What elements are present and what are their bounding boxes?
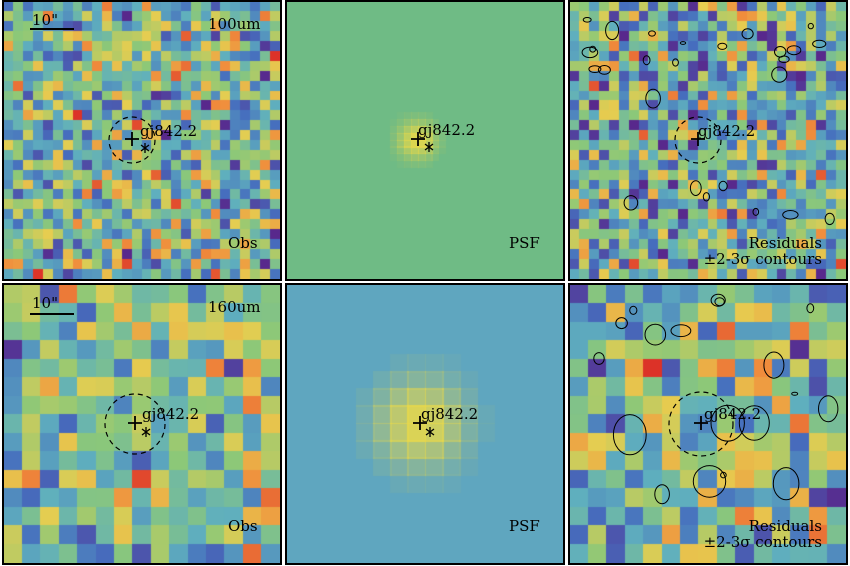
overlay-160um-obs bbox=[30, 313, 166, 455]
contour-line bbox=[692, 465, 727, 498]
contour-line bbox=[588, 65, 602, 73]
contour-line bbox=[812, 39, 827, 49]
contour-line bbox=[615, 317, 628, 330]
contour-line bbox=[782, 210, 799, 220]
contour-line bbox=[774, 46, 787, 58]
contour-line bbox=[623, 195, 639, 211]
panel-label-psf: PSF bbox=[509, 517, 540, 535]
contour-line bbox=[597, 65, 611, 75]
contour-line bbox=[612, 414, 647, 456]
contour-line bbox=[642, 55, 651, 66]
aperture-circle bbox=[668, 391, 734, 457]
contour-line bbox=[786, 45, 802, 56]
panel-160um-psf: gj842.2 PSF bbox=[285, 283, 565, 565]
source-cross-icon bbox=[413, 416, 427, 430]
contour-line bbox=[582, 16, 592, 23]
contour-line bbox=[679, 41, 687, 45]
source-name: gj842.2 bbox=[698, 122, 756, 140]
contour-line bbox=[741, 28, 754, 40]
source-cross-icon bbox=[125, 132, 139, 146]
aperture-circle bbox=[674, 116, 722, 164]
overlay-100um-residuals bbox=[581, 16, 835, 226]
source-cross-icon bbox=[694, 416, 708, 430]
source-cross-icon bbox=[411, 132, 425, 146]
panel-label-residuals: Residuals bbox=[748, 234, 822, 252]
map-160um-obs bbox=[4, 285, 280, 563]
band-label: 100um bbox=[208, 15, 261, 33]
panel-label-residuals: Residuals bbox=[748, 517, 822, 535]
panel-100um-residuals: gj842.2 Residuals ±2-3σ contours bbox=[568, 0, 848, 281]
star-marker-icon bbox=[140, 143, 150, 153]
contour-line bbox=[672, 58, 679, 67]
star-marker-icon bbox=[424, 142, 434, 152]
contour-line bbox=[581, 46, 599, 59]
contour-line bbox=[648, 30, 656, 37]
contour-line bbox=[670, 324, 692, 338]
overlay-160um-psf bbox=[413, 416, 435, 437]
panel-label-obs: Obs bbox=[228, 234, 258, 252]
overlay-160um-residuals bbox=[593, 293, 839, 505]
map-160um-psf bbox=[287, 285, 563, 563]
contour-line bbox=[818, 395, 839, 423]
contour-line bbox=[806, 303, 815, 314]
contour-line bbox=[718, 180, 728, 192]
contour-line bbox=[717, 42, 728, 50]
source-name: gj842.2 bbox=[140, 122, 198, 140]
contour-line bbox=[807, 22, 814, 30]
contour-line bbox=[824, 212, 835, 226]
contour-line bbox=[752, 207, 760, 216]
contour-line bbox=[702, 192, 710, 202]
contour-line bbox=[714, 297, 725, 307]
panel-label-obs: Obs bbox=[228, 517, 258, 535]
contour-line bbox=[593, 352, 605, 365]
contour-line bbox=[791, 391, 799, 396]
map-100um-psf bbox=[287, 2, 563, 279]
contour-line bbox=[710, 293, 726, 307]
source-name: gj842.2 bbox=[418, 121, 476, 139]
scale-bar-label: 10" bbox=[32, 11, 58, 29]
contour-line bbox=[654, 484, 670, 505]
map-100um-obs bbox=[4, 2, 280, 279]
panel-label-psf: PSF bbox=[509, 234, 540, 252]
aperture-circle bbox=[108, 116, 156, 164]
aperture-circle bbox=[104, 393, 166, 455]
panel-160um-residuals: gj842.2 Residuals ±2-3σ contours bbox=[568, 283, 848, 565]
contour-line bbox=[605, 20, 620, 41]
panel-100um-psf: gj842.2 PSF bbox=[285, 0, 565, 281]
source-cross-icon bbox=[691, 132, 705, 146]
overlay-100um-obs bbox=[30, 28, 156, 164]
contour-line bbox=[720, 471, 727, 479]
source-cross-icon bbox=[128, 416, 142, 430]
star-marker-icon bbox=[141, 427, 151, 437]
contour-line bbox=[771, 66, 788, 83]
panel-sublabel-contours: ±2-3σ contours bbox=[703, 533, 822, 551]
band-label: 160um bbox=[208, 298, 261, 316]
contour-line bbox=[710, 404, 745, 442]
contour-line bbox=[645, 88, 661, 109]
overlay-100um-psf bbox=[411, 132, 434, 152]
contour-line bbox=[689, 180, 702, 197]
contour-line bbox=[772, 467, 800, 501]
contour-line bbox=[763, 351, 785, 379]
contour-line bbox=[738, 405, 770, 441]
panel-100um-obs: 10" 100um gj842.2 Obs bbox=[2, 0, 282, 281]
contour-line bbox=[644, 323, 667, 346]
contour-line bbox=[629, 305, 638, 315]
source-name: gj842.2 bbox=[142, 405, 200, 423]
star-marker-icon bbox=[425, 427, 435, 437]
panel-sublabel-contours: ±2-3σ contours bbox=[703, 250, 822, 268]
source-name: gj842.2 bbox=[704, 405, 762, 423]
panel-160um-obs: 10" 160um gj842.2 Obs bbox=[2, 283, 282, 565]
scale-bar-label: 10" bbox=[32, 294, 58, 312]
source-name: gj842.2 bbox=[421, 405, 479, 423]
